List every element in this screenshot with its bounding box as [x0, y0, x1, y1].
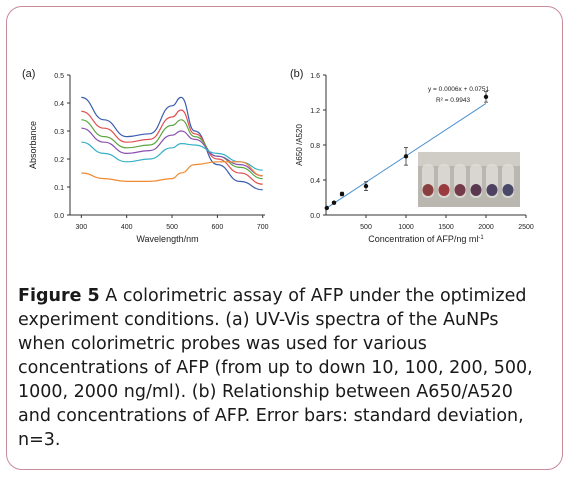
x-tick-label-a: 700 — [257, 224, 269, 231]
y-axis-title-a: Absorbance — [28, 121, 38, 169]
inset-tube-solution — [454, 184, 466, 196]
chart-a: (a) 0.0 0.1 0.2 0.3 0.4 0.5 300 400 500 600 700 Wave… — [22, 68, 269, 244]
y-tick-label-a: 0.1 — [54, 185, 64, 192]
data-point — [363, 183, 369, 189]
x-tick-label-a: 500 — [166, 224, 178, 231]
x-tick-label-a: 400 — [121, 224, 133, 231]
y-tick-label-a: 0.2 — [54, 157, 64, 164]
spectrum-line-6 — [81, 161, 263, 182]
data-point — [331, 200, 337, 205]
spectrum-line-4 — [81, 127, 263, 177]
y-axis-title-b: A650 /A520 — [295, 124, 304, 166]
x-axis-title-b-text: Concentration of AFP/ng ml — [368, 234, 478, 244]
y-tick-label-b: 1.6 — [310, 73, 320, 80]
chart-b: (b) 0.0 0.4 0.8 1.2 1.6 500 1000 1500 2000 2500 Con… — [290, 68, 534, 244]
data-point — [324, 205, 329, 211]
figure-caption: Figure 5 A colorimetric assay of AFP und… — [18, 284, 548, 452]
x-tick-label-b: 2000 — [478, 224, 494, 231]
panel-label-b: (b) — [290, 68, 303, 80]
spectrum-line-1 — [81, 96, 263, 191]
x-tick-label-b: 1500 — [438, 224, 454, 231]
x-tick-label-a: 600 — [212, 224, 224, 231]
x-axis-title-b-sup: -1 — [478, 235, 484, 241]
x-tick-label-a: 300 — [75, 224, 87, 231]
fit-equation: y = 0.0006x + 0.0751 — [428, 86, 489, 93]
x-tick-label-b: 2500 — [518, 224, 534, 231]
y-tick-label-a: 0.3 — [54, 129, 64, 136]
caption-label: Figure 5 — [18, 286, 100, 306]
spectrum-line-2 — [81, 109, 263, 185]
figure-card — [6, 6, 563, 470]
spectrum-line-5 — [81, 141, 263, 171]
y-tick-label-a: 0.5 — [54, 73, 64, 80]
x-tick-label-b: 500 — [360, 224, 372, 231]
data-point — [339, 191, 345, 197]
y-tick-label-b: 0.8 — [310, 143, 320, 150]
x-axis-title-b: Concentration of AFP/ng ml-1 — [368, 234, 484, 244]
x-axis-title-a: Wavelength/nm — [136, 234, 198, 244]
data-point — [483, 94, 489, 100]
panel-label-a: (a) — [22, 68, 35, 80]
inset-tube-solution — [502, 184, 514, 196]
y-tick-label-a: 0.0 — [54, 213, 64, 220]
caption-text: A colorimetric assay of AFP under the op… — [18, 286, 533, 450]
inset-photo-top — [418, 152, 520, 166]
y-tick-label-b: 1.2 — [310, 108, 320, 115]
x-tick-label-b: 1000 — [398, 224, 414, 231]
data-point — [403, 154, 409, 159]
y-tick-label-b: 0.4 — [310, 178, 320, 185]
inset-tube-solution — [438, 184, 450, 196]
y-tick-label-a: 0.4 — [54, 101, 64, 108]
y-tick-label-b: 0.0 — [310, 213, 320, 220]
inset-tube-solution — [470, 184, 482, 196]
inset-tube-solution — [422, 184, 434, 196]
inset-tube-solution — [486, 184, 498, 196]
fit-r2: R² = 0.9943 — [436, 97, 471, 104]
